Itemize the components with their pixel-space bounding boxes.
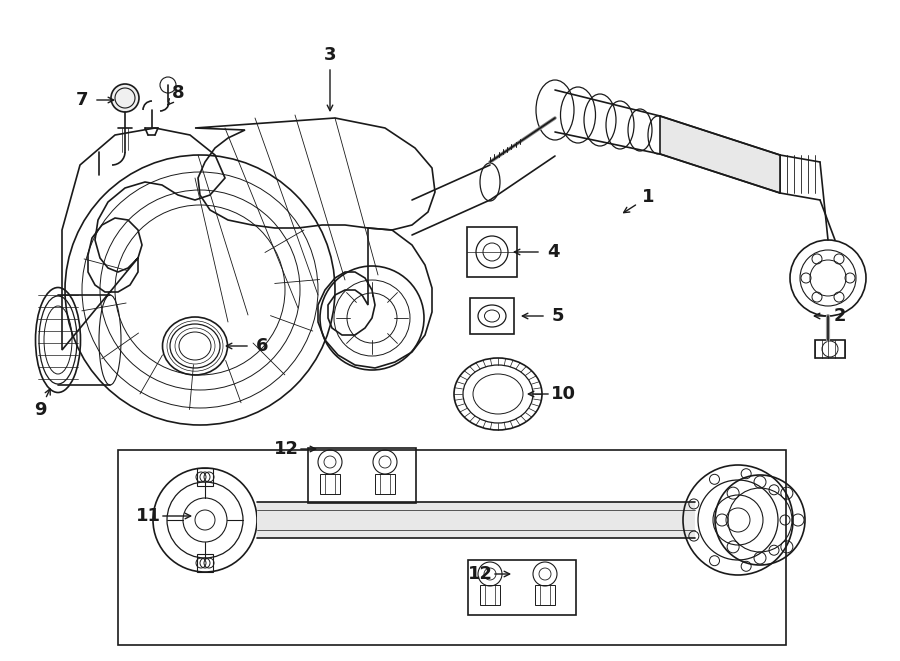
Bar: [118, 450, 786, 645]
Text: 2: 2: [833, 307, 846, 325]
Text: 3: 3: [324, 46, 337, 64]
Text: 8: 8: [172, 84, 184, 102]
Circle shape: [111, 84, 139, 112]
Bar: [535, 585, 555, 605]
Text: 6: 6: [256, 337, 268, 355]
Text: 9: 9: [34, 401, 46, 419]
Text: 4: 4: [547, 243, 559, 261]
Text: 12: 12: [274, 440, 299, 458]
Bar: [308, 448, 416, 503]
Bar: [320, 474, 340, 494]
Text: 7: 7: [76, 91, 88, 109]
Text: 1: 1: [642, 188, 654, 206]
Bar: [815, 340, 845, 358]
Text: 11: 11: [136, 507, 160, 525]
Text: 5: 5: [552, 307, 564, 325]
Text: 12: 12: [467, 565, 492, 583]
Polygon shape: [660, 116, 780, 193]
Bar: [467, 227, 517, 277]
Polygon shape: [257, 502, 695, 538]
Text: 10: 10: [551, 385, 575, 403]
Bar: [468, 560, 576, 615]
Bar: [470, 298, 514, 334]
Bar: [480, 585, 500, 605]
Bar: [375, 474, 395, 494]
Bar: [197, 468, 213, 486]
Bar: [197, 554, 213, 572]
